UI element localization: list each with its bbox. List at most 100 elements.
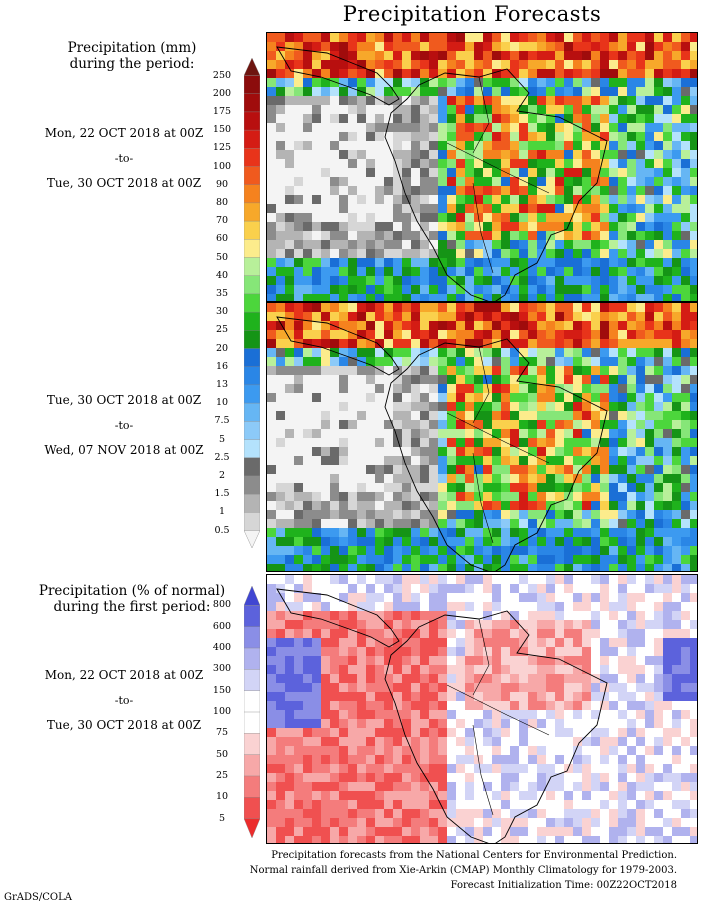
- map-graphic: [267, 303, 697, 571]
- mm-colorbar-tick-label: 175: [212, 105, 232, 117]
- mm-colorbar-tick-label: 250: [212, 69, 232, 81]
- country-border: [446, 142, 550, 194]
- mm-colorbar-swatch: [244, 530, 260, 548]
- mm-colorbar-swatch: [244, 512, 260, 532]
- mm-colorbar-tick-label: 5: [218, 433, 226, 445]
- country-border: [472, 452, 494, 544]
- anomaly-header: Precipitation (% of normal) during the f…: [0, 583, 264, 615]
- percent-colorbar-tick-label: 10: [215, 791, 229, 803]
- coastline: [276, 46, 400, 106]
- mm-colorbar-swatch: [244, 330, 260, 350]
- mm-colorbar-tick-label: 125: [212, 142, 232, 154]
- mm-colorbar-tick-label: 2.5: [214, 451, 230, 463]
- percent-colorbar-tick-label: 25: [215, 769, 229, 781]
- mm-colorbar-swatch: [244, 239, 260, 259]
- country-border: [472, 346, 490, 424]
- mm-colorbar-swatch: [244, 220, 260, 241]
- period1-start-date: Mon, 22 OCT 2018 at 00Z: [44, 126, 204, 140]
- period1-separator: -to-: [114, 152, 134, 165]
- percent-colorbar-swatch: [244, 797, 260, 820]
- coastline: [384, 68, 608, 301]
- mm-colorbar-swatch: [244, 93, 260, 113]
- mm-colorbar-swatch: [244, 166, 260, 186]
- mm-colorbar-swatch: [244, 275, 260, 295]
- percent-colorbar-tick-label: 50: [215, 748, 229, 760]
- coastline: [276, 316, 400, 376]
- period1-header: Precipitation (mm) during the period:: [0, 40, 264, 72]
- period2-end-date: Wed, 07 NOV 2018 at 00Z: [44, 443, 204, 457]
- mm-colorbar-tick-label: 30: [215, 306, 229, 318]
- mm-colorbar-swatch: [244, 58, 260, 76]
- percent-colorbar: 800 600 400 300 150 100 75 50 25 10 5: [213, 586, 260, 838]
- mm-colorbar-tick-label: 10: [215, 397, 229, 409]
- mm-colorbar-graphic: [244, 58, 260, 548]
- percent-colorbar-tick-label: 800: [212, 599, 232, 611]
- coastline: [276, 588, 400, 648]
- percent-colorbar-swatch: [244, 626, 260, 649]
- mm-colorbar-swatch: [244, 366, 260, 386]
- mm-colorbar-tick-label: 0.5: [214, 524, 230, 536]
- percent-colorbar-tick-label: 300: [212, 663, 232, 675]
- period1-end-date: Tue, 30 OCT 2018 at 00Z: [46, 176, 202, 190]
- mm-colorbar-tick-label: 40: [215, 269, 229, 281]
- anomaly-separator: -to-: [114, 694, 134, 707]
- percent-colorbar-swatch: [244, 586, 260, 606]
- country-border: [472, 76, 490, 154]
- mm-colorbar-tick-label: 150: [212, 124, 232, 136]
- mm-colorbar-tick-label: 20: [215, 342, 229, 354]
- mm-colorbar-tick-label: 200: [212, 87, 232, 99]
- mm-colorbar-swatch: [244, 129, 260, 149]
- mm-colorbar-swatch: [244, 421, 260, 441]
- mm-colorbar-tick-label: 60: [215, 233, 229, 245]
- country-border: [472, 182, 494, 274]
- mm-colorbar-tick-label: 100: [212, 160, 232, 172]
- mm-colorbar-swatch: [244, 257, 260, 277]
- percent-colorbar-swatch: [244, 647, 260, 671]
- mm-colorbar-tick-label: 50: [215, 251, 229, 263]
- coastline: [384, 610, 608, 843]
- period2-start-date: Tue, 30 OCT 2018 at 00Z: [46, 393, 202, 407]
- percent-colorbar-swatch: [244, 605, 260, 628]
- mm-colorbar-swatch: [244, 439, 260, 459]
- anomaly-start-date: Mon, 22 OCT 2018 at 00Z: [44, 668, 204, 682]
- period1-header-line2: during the period:: [69, 56, 195, 72]
- mm-colorbar-swatch: [244, 202, 260, 222]
- percent-colorbar-swatch: [244, 711, 260, 735]
- mm-colorbar-swatch: [244, 457, 260, 477]
- mm-colorbar-swatch: [244, 75, 260, 95]
- mm-colorbar-swatch: [244, 475, 260, 495]
- anomaly-header-line2: during the first period:: [53, 599, 211, 615]
- coastline: [384, 338, 608, 571]
- mm-colorbar-tick-label: 13: [215, 378, 229, 390]
- footer-line3: Forecast Initialization Time: 00Z22OCT20…: [450, 880, 677, 891]
- footer-line2: Normal rainfall derived from Xie-Arkin (…: [249, 865, 677, 876]
- mm-colorbar-tick-label: 90: [215, 178, 229, 190]
- percent-colorbar-swatch: [244, 818, 260, 838]
- mm-colorbar-swatch: [244, 111, 260, 131]
- mm-colorbar-swatch: [244, 493, 260, 514]
- credit-label: GrADS/COLA: [4, 892, 72, 903]
- mm-colorbar-tick-label: 16: [215, 360, 229, 372]
- map-precip-period2: [266, 302, 698, 572]
- mm-colorbar-tick-label: 80: [215, 196, 229, 208]
- map-precip-period1: [266, 32, 698, 302]
- mm-colorbar: 250 200 175 150 125 100 90 80 70 60 50 40 35 30 25 20 16…: [213, 58, 260, 548]
- mm-colorbar-swatch: [244, 184, 260, 204]
- percent-colorbar-swatch: [244, 775, 260, 798]
- page-title: Precipitation Forecasts: [342, 2, 602, 26]
- mm-colorbar-swatch: [244, 384, 260, 404]
- country-border: [472, 724, 494, 816]
- mm-colorbar-swatch: [244, 293, 260, 313]
- period1-header-line1: Precipitation (mm): [67, 40, 197, 56]
- country-border: [446, 412, 550, 464]
- map-graphic: [267, 33, 697, 301]
- mm-colorbar-tick-label: 25: [215, 324, 229, 336]
- percent-colorbar-tick-label: 400: [212, 642, 232, 654]
- country-border: [472, 618, 490, 696]
- percent-colorbar-tick-label: 150: [212, 684, 232, 696]
- mm-colorbar-tick-label: 2: [218, 469, 226, 481]
- mm-colorbar-swatch: [244, 402, 260, 423]
- mm-colorbar-tick-label: 1.5: [214, 488, 230, 500]
- percent-colorbar-tick-label: 5: [218, 812, 226, 824]
- percent-colorbar-tick-label: 600: [212, 620, 232, 632]
